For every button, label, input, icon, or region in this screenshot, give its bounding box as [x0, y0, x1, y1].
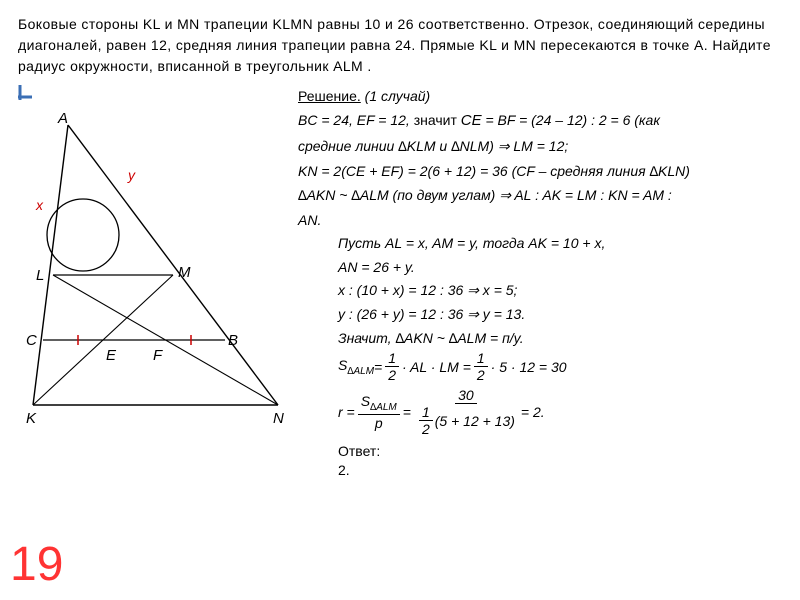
problem-statement: Боковые стороны KL и MN трапеции KLMN ра…	[18, 14, 782, 77]
label-c: C	[26, 332, 37, 349]
solution-l2: средние линии ∆KLM и ∆NLM) ⇒ LM = 12;	[298, 135, 782, 157]
label-l: L	[36, 267, 44, 284]
geometry-diagram: A L M C B E F K N x y	[18, 85, 298, 445]
formula-area: S∆ALM = 12 · AL · LM = 12 · 5 · 12 = 30	[338, 351, 782, 382]
label-n: N	[273, 410, 284, 427]
solution-column: Решение. (1 случай) BC = 24, EF = 12, зн…	[298, 85, 782, 479]
label-y: y	[127, 167, 136, 183]
sub-s4: y : (26 + y) = 12 : 36 ⇒ y = 13.	[338, 304, 782, 326]
label-f: F	[153, 347, 163, 364]
diagram-column: A L M C B E F K N x y	[18, 85, 298, 445]
label-m: M	[178, 264, 191, 281]
sub-s3: x : (10 + x) = 12 : 36 ⇒ x = 5;	[338, 280, 782, 302]
answer-label: Ответ:	[338, 442, 782, 460]
solution-l5: AN.	[298, 209, 782, 231]
label-k: K	[26, 410, 37, 427]
slide-number: 19	[10, 537, 63, 592]
content-row: A L M C B E F K N x y Решение. (1 случай…	[18, 85, 782, 479]
sub-s5: Значит, ∆AKN ~ ∆ALM = п/у.	[338, 328, 782, 350]
answer-block: Ответ: 2.	[338, 442, 782, 478]
sub-s1: Пусть AL = x, AM = y, тогда AK = 10 + x,	[338, 233, 782, 255]
label-x: x	[35, 197, 44, 213]
label-e: E	[106, 347, 117, 364]
label-b: B	[228, 332, 238, 349]
label-a: A	[57, 110, 68, 127]
solution-l1: BC = 24, EF = 12, значит CE = BF = (24 –…	[298, 109, 782, 133]
solution-heading: Решение. (1 случай)	[298, 85, 782, 107]
answer-value: 2.	[338, 461, 782, 479]
sub-block: Пусть AL = x, AM = y, тогда AK = 10 + x,…	[338, 233, 782, 349]
sub-s2: AN = 26 + y.	[338, 257, 782, 279]
solution-l4: ∆AKN ~ ∆ALM (по двум углам) ⇒ AL : AK = …	[298, 184, 782, 206]
formula-radius: r = S∆ALM p = 30 1 2 (5 + 12 + 13) = 2.	[338, 388, 782, 436]
solution-l3: KN = 2(CE + EF) = 2(6 + 12) = 36 (CF – с…	[298, 160, 782, 182]
